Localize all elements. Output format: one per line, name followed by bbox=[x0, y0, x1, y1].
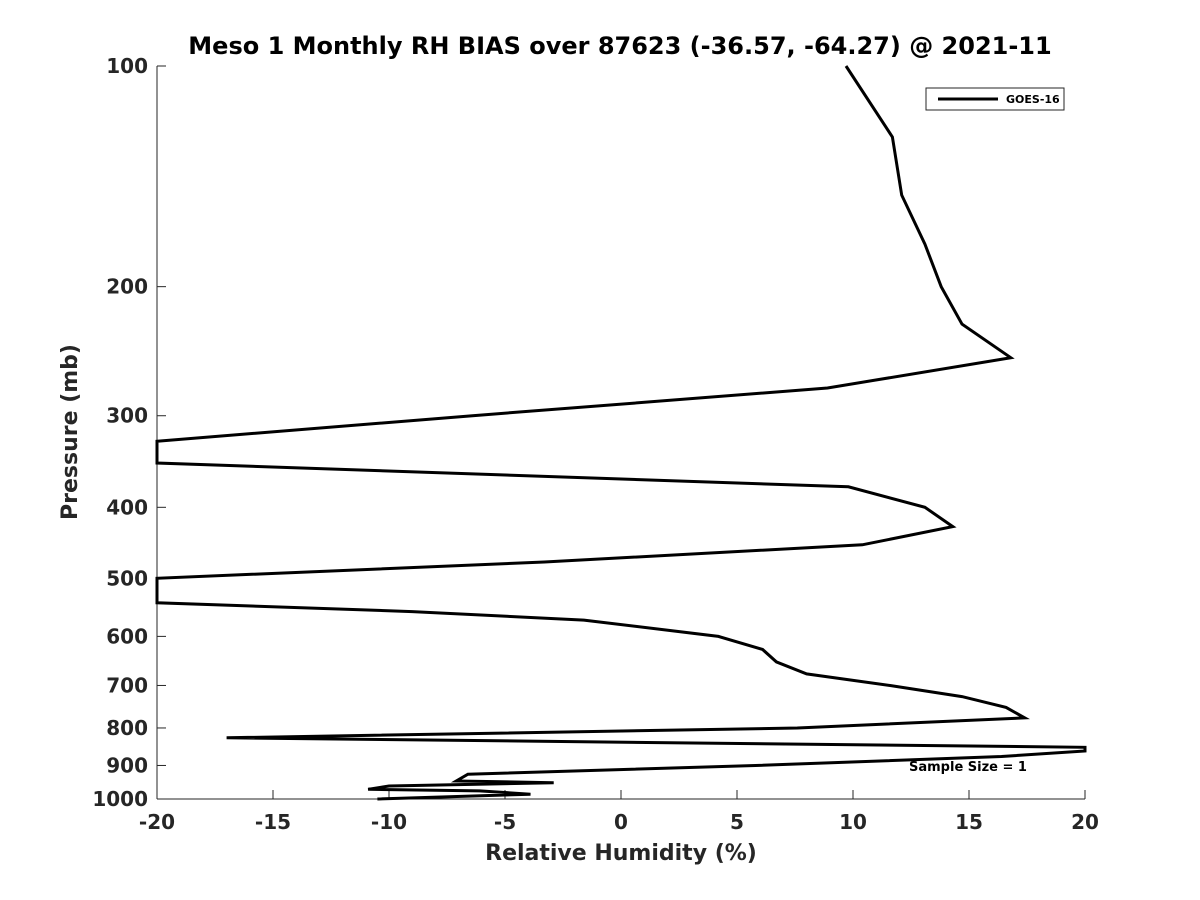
y-tick-label: 1000 bbox=[92, 787, 148, 811]
y-tick-label: 600 bbox=[106, 624, 148, 648]
x-tick-label: -10 bbox=[371, 810, 407, 834]
x-tick-label: 0 bbox=[614, 810, 628, 834]
x-tick-label: 5 bbox=[730, 810, 744, 834]
y-tick-label: 400 bbox=[106, 495, 148, 519]
y-tick-label: 500 bbox=[106, 566, 148, 590]
legend: GOES-16 bbox=[925, 87, 1065, 111]
x-tick-label: 15 bbox=[955, 810, 983, 834]
series-layer bbox=[155, 65, 1087, 801]
y-tick-label: 700 bbox=[106, 673, 148, 697]
y-tick-label: 200 bbox=[106, 275, 148, 299]
y-tick-label: 300 bbox=[106, 404, 148, 428]
y-tick-label: 100 bbox=[106, 54, 148, 78]
y-axis-ticks: 100 200 300 400 500 600 700 800 900 1000 bbox=[92, 54, 166, 811]
y-tick-label: 900 bbox=[106, 753, 148, 777]
x-tick-label: 10 bbox=[839, 810, 867, 834]
y-tick-label: 800 bbox=[106, 716, 148, 740]
chart-title: Meso 1 Monthly RH BIAS over 87623 (-36.5… bbox=[188, 32, 1051, 60]
x-axis-ticks: -20 -15 -10 -5 0 5 10 15 20 bbox=[139, 790, 1099, 834]
plot-axes bbox=[156, 66, 1085, 800]
x-tick-label: -5 bbox=[494, 810, 516, 834]
series-line-goes-16 bbox=[155, 65, 1087, 801]
legend-entry-goes-16: GOES-16 bbox=[1006, 93, 1060, 106]
x-tick-label: 20 bbox=[1071, 810, 1099, 834]
x-tick-label: -15 bbox=[255, 810, 291, 834]
y-axis-label: Pressure (mb) bbox=[58, 344, 83, 520]
sample-size-annotation: Sample Size = 1 bbox=[909, 760, 1027, 775]
x-axis-label: Relative Humidity (%) bbox=[485, 841, 757, 866]
x-tick-label: -20 bbox=[139, 810, 175, 834]
